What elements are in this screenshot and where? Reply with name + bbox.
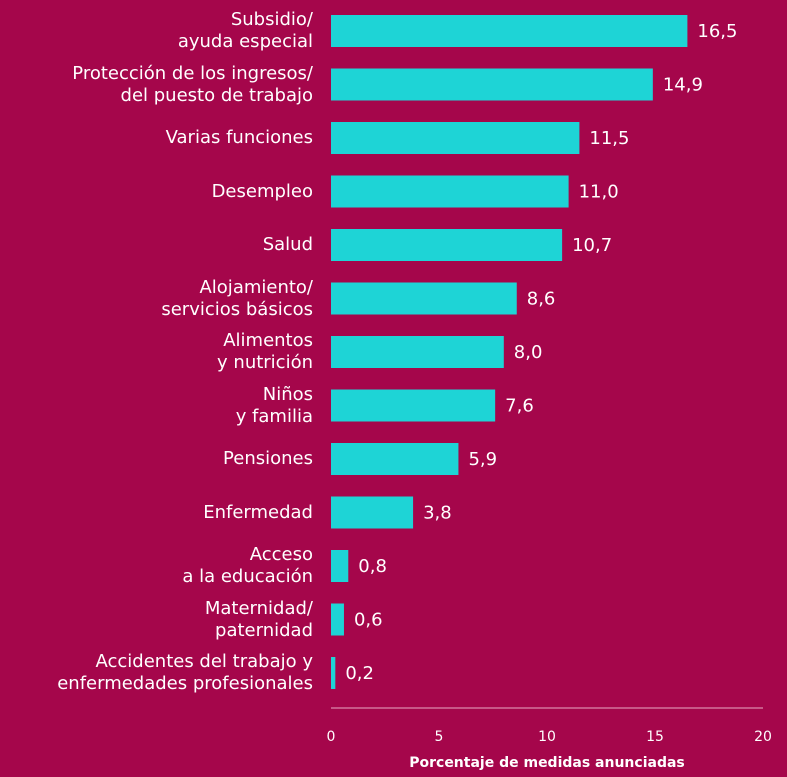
bar bbox=[331, 68, 653, 101]
bar bbox=[331, 389, 496, 422]
value-label: 8,0 bbox=[514, 342, 543, 363]
value-label: 7,6 bbox=[505, 396, 534, 417]
category-label: Pensiones bbox=[223, 448, 313, 469]
category-label: Alimentos y nutrición bbox=[217, 330, 313, 373]
category-label: Varias funciones bbox=[165, 127, 313, 148]
value-label: 10,7 bbox=[572, 235, 612, 256]
value-label: 3,8 bbox=[423, 503, 452, 524]
x-tick-label: 20 bbox=[754, 729, 772, 745]
x-tick-label: 10 bbox=[538, 729, 556, 745]
value-label: 0,8 bbox=[358, 556, 387, 577]
category-label: Subsidio/ ayuda especial bbox=[177, 9, 313, 52]
category-label: Maternidad/ paternidad bbox=[204, 597, 313, 641]
bar bbox=[331, 175, 569, 208]
bar bbox=[331, 282, 517, 315]
x-tick-label: 15 bbox=[646, 729, 664, 745]
category-label: Desempleo bbox=[211, 180, 313, 202]
value-label: 0,2 bbox=[345, 663, 374, 684]
bar bbox=[331, 122, 580, 154]
bar bbox=[331, 550, 349, 582]
category-label: Alojamiento/ servicios básicos bbox=[161, 276, 313, 320]
x-axis-title: Porcentaje de medidas anunciadas bbox=[409, 755, 685, 771]
value-label: 8,6 bbox=[527, 289, 556, 310]
value-label: 11,0 bbox=[579, 182, 619, 203]
category-label: Accidentes del trabajo y enfermedades pr… bbox=[57, 651, 313, 694]
category-label: Protección de los ingresos/ del puesto d… bbox=[72, 62, 313, 106]
category-label: Enfermedad bbox=[203, 501, 313, 523]
value-label: 5,9 bbox=[468, 449, 497, 470]
x-tick-label: 5 bbox=[435, 729, 444, 745]
value-label: 16,5 bbox=[697, 21, 737, 42]
category-label: Niños y familia bbox=[235, 383, 313, 427]
category-label: Salud bbox=[262, 234, 313, 255]
value-label: 0,6 bbox=[354, 610, 383, 631]
bar bbox=[331, 336, 504, 368]
value-label: 11,5 bbox=[589, 128, 629, 149]
x-tick-label: 0 bbox=[327, 729, 336, 745]
bar bbox=[331, 496, 414, 529]
bar bbox=[331, 443, 459, 475]
bar bbox=[331, 229, 563, 261]
value-label: 14,9 bbox=[663, 75, 703, 96]
bar bbox=[331, 657, 336, 689]
bar bbox=[331, 15, 688, 47]
bar bbox=[331, 603, 344, 636]
category-label: Acceso a la educación bbox=[182, 544, 313, 587]
